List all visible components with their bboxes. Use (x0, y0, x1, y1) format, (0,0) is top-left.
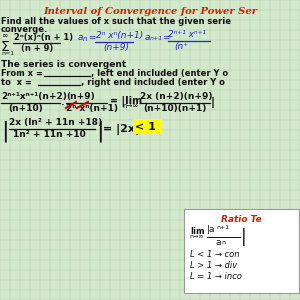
Text: |: | (241, 228, 247, 246)
Text: (n+9): (n+9) (66, 92, 95, 101)
Text: L > 1 → div: L > 1 → div (190, 261, 237, 270)
Text: Interval of Convergence for Power Ser: Interval of Convergence for Power Ser (43, 7, 257, 16)
Text: to  x =: to x = (1, 78, 35, 87)
Text: , right end included (enter Y o: , right end included (enter Y o (81, 78, 225, 87)
Text: |: | (1, 120, 9, 142)
Text: 2ⁿ⁺¹ xⁿ⁺¹: 2ⁿ⁺¹ xⁿ⁺¹ (168, 30, 206, 39)
Text: 2ⁿ xⁿ(n+1): 2ⁿ xⁿ(n+1) (96, 31, 143, 40)
Text: < 1: < 1 (135, 122, 156, 132)
Text: n+1: n+1 (216, 225, 229, 230)
Text: 2x (ln² + 11n +18): 2x (ln² + 11n +18) (9, 118, 102, 127)
Text: converge.: converge. (1, 25, 48, 34)
Text: 1n² + 11n +10: 1n² + 11n +10 (13, 130, 86, 139)
Text: (n+9): (n+9) (103, 43, 129, 52)
Text: n=1: n=1 (1, 51, 14, 56)
Text: |: | (96, 120, 103, 142)
Text: The series is convergent: The series is convergent (1, 60, 126, 69)
Text: = |lim: = |lim (110, 96, 142, 107)
Text: (n+10)(n+1): (n+10)(n+1) (143, 104, 206, 113)
Text: 2ⁿ⁺¹xⁿ⁺¹(n+2): 2ⁿ⁺¹xⁿ⁺¹(n+2) (1, 92, 67, 101)
Text: 2ⁿ xⁿ(n+1): 2ⁿ xⁿ(n+1) (66, 104, 118, 113)
Text: L = 1 → inco: L = 1 → inco (190, 272, 242, 281)
Text: n: n (221, 240, 225, 245)
Text: Ratio Te: Ratio Te (221, 215, 262, 224)
Text: lim: lim (190, 227, 205, 236)
Text: ·: · (61, 99, 65, 112)
Text: |: | (211, 97, 215, 108)
Text: = |2x|: = |2x| (103, 124, 139, 135)
Text: a: a (215, 238, 220, 247)
Text: From x =: From x = (1, 69, 46, 78)
Text: 2ⁿ(x)ⁿ(n + 1): 2ⁿ(x)ⁿ(n + 1) (14, 33, 73, 42)
Text: n→∞: n→∞ (189, 234, 203, 239)
Text: a: a (145, 33, 151, 42)
Text: Σ: Σ (1, 40, 10, 54)
Text: =: = (160, 33, 170, 42)
Text: ∞: ∞ (1, 31, 8, 40)
Text: |a: |a (207, 225, 215, 234)
Text: n: n (83, 36, 88, 42)
Text: a: a (78, 33, 83, 42)
Text: , left end included (enter Y o: , left end included (enter Y o (91, 69, 228, 78)
Text: (n⁺: (n⁺ (174, 42, 188, 51)
Text: L < 1 → con: L < 1 → con (190, 250, 239, 259)
Text: n→∞: n→∞ (122, 103, 138, 109)
FancyBboxPatch shape (133, 118, 161, 134)
Text: Find all the values of x such that the given serie: Find all the values of x such that the g… (1, 17, 231, 26)
Text: =: = (86, 33, 96, 42)
Text: n+1: n+1 (150, 36, 163, 41)
Text: (n+10): (n+10) (8, 104, 43, 113)
Text: (n + 9): (n + 9) (21, 44, 53, 53)
FancyBboxPatch shape (184, 209, 299, 293)
Text: 2x (n+2)(n+9): 2x (n+2)(n+9) (140, 92, 212, 101)
